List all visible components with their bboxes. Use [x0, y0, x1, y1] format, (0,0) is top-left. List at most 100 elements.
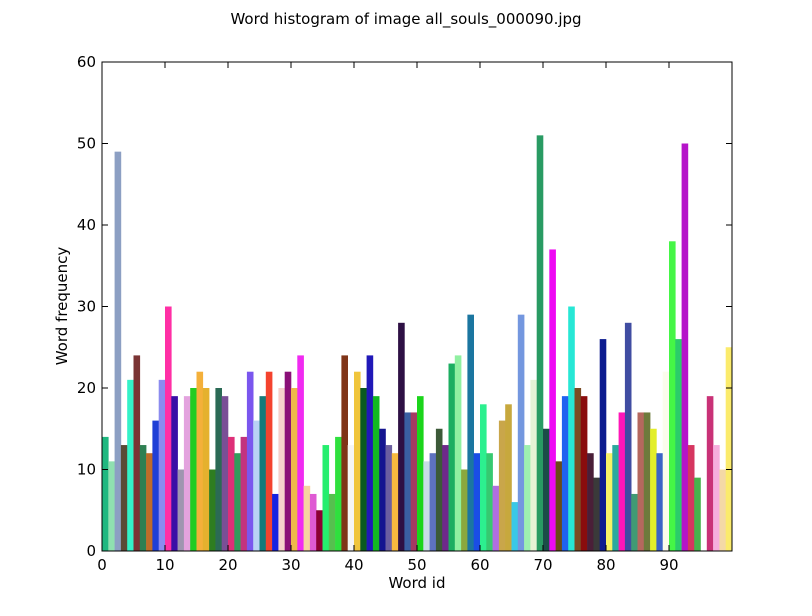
bar-word-32 [303, 485, 311, 551]
bar-word-10 [165, 306, 172, 551]
bar-word-62 [492, 485, 500, 551]
bar-word-80 [606, 453, 613, 551]
bar-word-90 [669, 241, 676, 552]
bar-word-12 [177, 469, 185, 551]
bar-word-33 [309, 493, 317, 551]
y-tick-label: 40 [77, 216, 96, 234]
bar-word-22 [240, 436, 248, 551]
y-tick-label: 30 [77, 298, 96, 316]
bar-word-61 [486, 453, 493, 551]
bar-word-73 [561, 396, 569, 551]
bar-word-78 [593, 477, 600, 551]
x-tick-label: 0 [97, 556, 107, 574]
bar-word-89 [662, 371, 670, 551]
bar-word-68 [530, 379, 537, 551]
y-tick-label: 50 [77, 135, 96, 153]
y-axis-label: Word frequency [53, 247, 71, 366]
bar-word-56 [454, 355, 462, 551]
bar-word-60 [480, 404, 487, 551]
bar-word-28 [278, 388, 285, 551]
bar-word-65 [511, 502, 519, 551]
bar-word-16 [202, 388, 210, 551]
bar-word-66 [517, 314, 525, 551]
bar-word-50 [417, 396, 424, 551]
bar-word-8 [152, 420, 159, 551]
bar-word-52 [429, 453, 437, 551]
bar-word-91 [675, 339, 682, 551]
bar-word-59 [473, 453, 481, 551]
chart-title: Word histogram of image all_souls_000090… [230, 10, 581, 29]
bar-word-75 [574, 388, 582, 551]
bar-word-45 [385, 445, 393, 551]
bar-word-84 [631, 493, 638, 551]
bar-word-41 [360, 388, 367, 551]
bar-word-53 [435, 428, 443, 551]
bar-word-34 [316, 510, 323, 551]
bar-word-37 [335, 436, 342, 551]
bar-word-43 [372, 396, 380, 551]
bar-word-51 [423, 461, 430, 551]
x-tick-label: 90 [659, 556, 678, 574]
bar-word-26 [265, 371, 273, 551]
ticks-layer: 0 10 20 30 40 50 60 70 80 90 0 10 20 30 40 50 60 [77, 53, 732, 574]
bar-word-38 [341, 355, 348, 551]
bar-word-58 [467, 314, 474, 551]
y-tick-label: 0 [86, 542, 96, 560]
bar-word-92 [681, 143, 689, 551]
y-tick-label: 60 [77, 53, 96, 71]
bar-word-3 [120, 445, 128, 551]
x-tick-label: 50 [407, 556, 426, 574]
bar-word-40 [354, 371, 361, 551]
bar-word-29 [284, 371, 292, 551]
bar-word-85 [637, 412, 645, 551]
bar-word-11 [171, 396, 178, 551]
bar-word-20 [228, 436, 235, 551]
bar-word-30 [291, 388, 298, 551]
bar-word-42 [366, 355, 374, 551]
bar-word-4 [127, 379, 134, 551]
y-tick-label: 10 [77, 461, 96, 479]
bars-layer [102, 135, 733, 552]
bar-word-17 [209, 469, 216, 551]
bar-word-81 [612, 445, 619, 551]
bar-word-96 [706, 396, 714, 551]
bar-word-39 [347, 445, 355, 551]
x-tick-label: 60 [470, 556, 489, 574]
bar-word-31 [297, 355, 304, 551]
x-axis-label: Word id [388, 574, 445, 592]
bar-word-15 [196, 371, 204, 551]
bar-word-72 [555, 461, 563, 551]
x-tick-label: 80 [596, 556, 615, 574]
bar-word-13 [183, 396, 191, 551]
bar-word-69 [536, 135, 544, 551]
x-tick-label: 30 [281, 556, 300, 574]
bar-word-2 [114, 151, 122, 551]
bar-word-25 [259, 396, 267, 551]
bar-word-21 [234, 453, 241, 551]
bar-word-64 [505, 404, 512, 551]
bar-word-14 [190, 388, 197, 551]
bar-word-9 [158, 379, 166, 551]
bar-word-77 [587, 453, 594, 551]
bar-word-79 [599, 339, 607, 551]
bar-word-44 [379, 428, 386, 551]
bar-word-86 [643, 412, 651, 551]
bar-word-94 [694, 477, 701, 551]
bar-word-49 [410, 412, 418, 551]
bar-word-19 [221, 396, 229, 551]
bar-word-46 [391, 453, 399, 551]
bar-word-76 [580, 396, 588, 551]
bar-word-98 [719, 469, 726, 551]
x-tick-label: 70 [533, 556, 552, 574]
bar-word-24 [253, 420, 260, 551]
bar-word-27 [272, 493, 279, 551]
bar-word-5 [133, 355, 141, 551]
bar-word-70 [543, 428, 550, 551]
bar-word-54 [442, 445, 449, 551]
bar-word-87 [650, 428, 657, 551]
bar-word-71 [549, 249, 556, 551]
bar-word-0 [102, 436, 109, 551]
bar-word-57 [461, 469, 468, 551]
bar-word-6 [139, 445, 147, 551]
